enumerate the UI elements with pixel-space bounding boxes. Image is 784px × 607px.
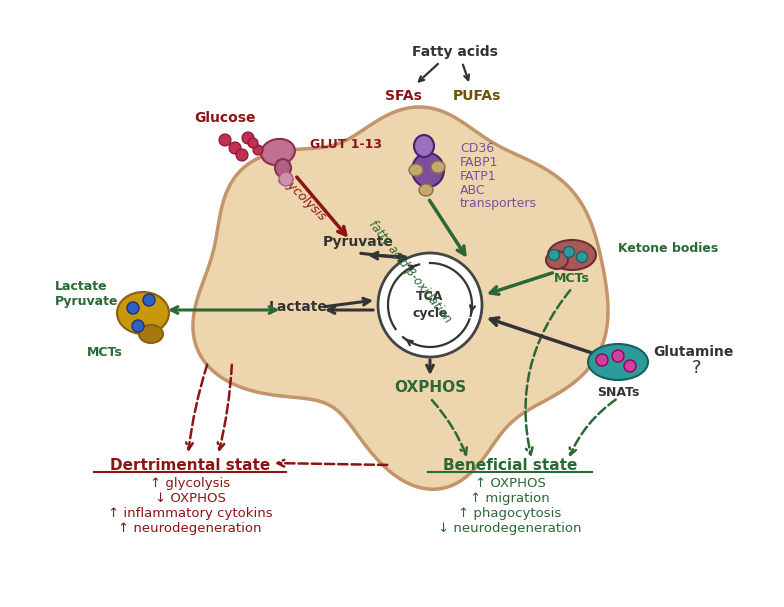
Text: ↑ inflammatory cytokins: ↑ inflammatory cytokins <box>107 507 272 520</box>
Text: ABC: ABC <box>460 183 485 197</box>
Text: transporters: transporters <box>460 197 537 211</box>
Circle shape <box>279 172 293 186</box>
Ellipse shape <box>117 292 169 334</box>
Ellipse shape <box>275 159 291 177</box>
Circle shape <box>242 132 254 144</box>
Text: OXPHOS: OXPHOS <box>394 379 466 395</box>
Text: ↓ neurodegeneration: ↓ neurodegeneration <box>438 522 582 535</box>
Text: Glutamine: Glutamine <box>653 345 733 359</box>
Text: ↑ OXPHOS: ↑ OXPHOS <box>474 477 546 490</box>
Circle shape <box>229 142 241 154</box>
Circle shape <box>143 294 155 306</box>
Ellipse shape <box>546 251 568 269</box>
Polygon shape <box>193 107 608 489</box>
Circle shape <box>219 134 231 146</box>
Text: TCA: TCA <box>416 291 444 304</box>
Text: ↓ OXPHOS: ↓ OXPHOS <box>154 492 226 505</box>
Circle shape <box>132 320 144 332</box>
Ellipse shape <box>409 164 423 176</box>
Text: ↑ neurodegeneration: ↑ neurodegeneration <box>118 522 262 535</box>
Text: Lactate: Lactate <box>55 280 107 294</box>
Circle shape <box>564 246 575 257</box>
Text: PUFAs: PUFAs <box>453 89 501 103</box>
Text: SFAs: SFAs <box>385 89 422 103</box>
Text: SNATs: SNATs <box>597 385 639 399</box>
Ellipse shape <box>412 153 444 187</box>
Ellipse shape <box>548 240 596 270</box>
Circle shape <box>576 251 587 262</box>
Text: glycolysis: glycolysis <box>277 172 329 224</box>
Circle shape <box>248 138 258 148</box>
Text: Glucose: Glucose <box>194 111 256 125</box>
Ellipse shape <box>414 135 434 157</box>
Text: ↑ phagocytosis: ↑ phagocytosis <box>459 507 561 520</box>
Text: Fatty acids: Fatty acids <box>412 45 498 59</box>
Text: MCTs: MCTs <box>87 345 123 359</box>
Text: Ketone bodies: Ketone bodies <box>618 242 718 254</box>
Text: ?: ? <box>692 359 702 377</box>
Ellipse shape <box>419 184 433 196</box>
Ellipse shape <box>261 139 295 165</box>
Circle shape <box>596 354 608 366</box>
Text: ↑ migration: ↑ migration <box>470 492 550 505</box>
Text: ↑ glycolysis: ↑ glycolysis <box>150 477 230 490</box>
Text: cycle: cycle <box>412 307 448 319</box>
Text: fatty acid β-oxidation: fatty acid β-oxidation <box>366 219 454 326</box>
Text: GLUT 1-13: GLUT 1-13 <box>310 138 382 152</box>
Text: Pyruvate: Pyruvate <box>322 235 394 249</box>
Ellipse shape <box>431 161 445 173</box>
Ellipse shape <box>588 344 648 380</box>
Text: Lactate: Lactate <box>269 300 328 314</box>
Text: FABP1: FABP1 <box>460 155 499 169</box>
Circle shape <box>253 145 263 155</box>
Text: CD36: CD36 <box>460 141 494 155</box>
Circle shape <box>612 350 624 362</box>
Circle shape <box>624 360 636 372</box>
Text: Beneficial state: Beneficial state <box>443 458 577 472</box>
Text: Dertrimental state: Dertrimental state <box>110 458 270 472</box>
Ellipse shape <box>139 325 163 343</box>
Circle shape <box>378 253 482 357</box>
Text: MCTs: MCTs <box>554 271 590 285</box>
Circle shape <box>127 302 139 314</box>
Text: Pyruvate: Pyruvate <box>55 296 118 308</box>
Circle shape <box>236 149 248 161</box>
Text: FATP1: FATP1 <box>460 169 496 183</box>
Circle shape <box>549 249 560 260</box>
